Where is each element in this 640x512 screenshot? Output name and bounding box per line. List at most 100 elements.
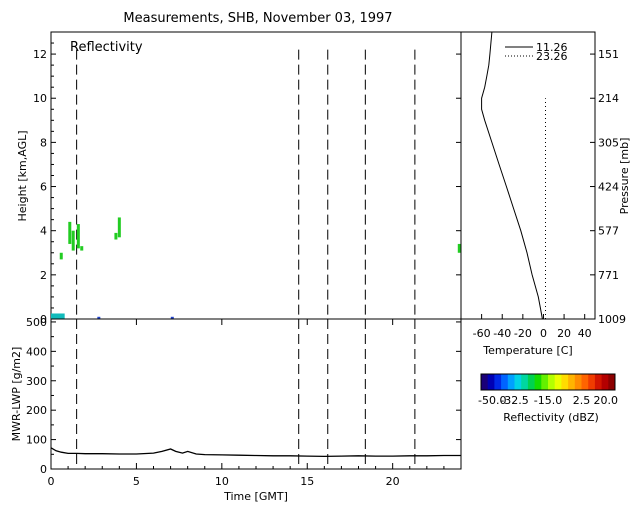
lwp-x-tick-label: 5 [133,475,140,488]
sounding-pressure-tick-label: 424 [598,181,619,194]
lwp-x-tick-label: 10 [215,475,229,488]
sounding-x-tick-label: 20 [557,327,571,340]
reflectivity-surface-echo [51,313,65,319]
colorbar-cell [608,374,616,390]
lwp-x-axis: 0 5 10 15 20 [48,319,445,488]
colorbar-frame [480,373,616,391]
reflectivity-echo [457,243,461,253]
reflectivity-echo [68,221,72,244]
colorbar-cell [534,374,542,390]
lwp-y-tick-label: 100 [26,434,47,447]
reflectivity-y-tick-label: 0 [40,313,47,326]
lwp-y-tick-label: 0 [40,463,47,476]
reflectivity-y-tick-label: 4 [40,225,47,238]
lwp-y-tick-label: 300 [26,375,47,388]
figure-title: Measurements, SHB, November 03, 1997 [123,11,392,26]
sounding-pressure-tick-label: 771 [598,269,619,282]
sounding-x-axis: -60 -40 -20 0 20 40 [473,314,592,340]
colorbar-cell [554,374,562,390]
legend-entry-1: 11.26 [536,41,568,54]
legend-entry-2: 23.26 [536,50,568,63]
lwp-y-tick-label: 500 [26,316,47,329]
reflectivity-echo [97,316,101,319]
colorbar-cell [561,374,569,390]
colorbar-cell [588,374,596,390]
colorbar-tick-label: -50.0 [478,394,506,407]
reflectivity-echo [59,252,63,260]
reflectivity-echo [76,224,80,249]
sounding-pressure-tick-label: 214 [598,92,619,105]
reflectivity-y-tick-label: 6 [40,181,47,194]
reflectivity-echo [117,217,121,238]
reflectivity-echo [170,316,174,319]
lwp-x-tick-label: 20 [386,475,400,488]
reflectivity-panel: Reflectivity Height [km,AGL] 0 2 4 6 8 10 12 [16,31,462,326]
colorbar-tick-labels: -50.0-32.5 -15.0 2.5 20.0 [478,394,618,407]
sounding-x-tick-label: -20 [514,327,532,340]
lwp-x-axis-title: Time [GMT] [223,490,288,503]
reflectivity-echo [114,232,118,240]
sounding-x-tick-label: 0 [540,327,547,340]
sounding-panel: Temperature [C] Pressure [mb] -60 -40 -20 0… [460,31,631,357]
sounding-pressure-tick-label: 577 [598,225,619,238]
colorbar-cells [481,374,616,390]
reflectivity-echo [71,230,75,251]
sounding-x-axis-title: Temperature [C] [482,344,572,357]
lwp-y-axis: 0 100 200 300 400 500 [26,316,461,476]
sounding-pressure-tick-label: 305 [598,136,619,149]
sounding-x-tick-label: -40 [493,327,511,340]
lwp-x-tick-label: 0 [48,475,55,488]
colorbar-cell [527,374,535,390]
colorbar-cell [594,374,602,390]
colorbar-cell [568,374,576,390]
sounding-y-axis-title: Pressure [mb] [618,138,631,215]
reflectivity-plot-frame [50,31,462,320]
colorbar-cell [541,374,549,390]
colorbar-tick-label: -32.5 [500,394,528,407]
lwp-y-tick-label: 200 [26,404,47,417]
lwp-y-axis-title: MWR-LWP [g/m2] [10,347,23,442]
colorbar-cell [494,374,502,390]
colorbar-tick-label: 20.0 [594,394,619,407]
colorbar-cell [487,374,495,390]
sounding-plot-frame [460,31,596,320]
reflectivity-y-axis-title: Height [km,AGL] [16,130,29,221]
reflectivity-panel-label: Reflectivity [70,40,143,55]
lwp-series [50,447,461,458]
colorbar-tick-label: -15.0 [534,394,562,407]
lwp-x-tick-label: 15 [300,475,314,488]
colorbar-title: Reflectivity (dBZ) [503,411,599,424]
reflectivity-sounding-lines [76,49,416,319]
lwp-panel: MWR-LWP [g/m2] Time [GMT] 01002003004005… [10,316,462,503]
colorbar-cell [574,374,582,390]
sounding-x-tick-label: 40 [578,327,592,340]
reflectivity-echo [80,246,84,251]
colorbar-cell [501,374,509,390]
sounding-pressure-tick-label: 151 [598,48,619,61]
colorbar-cell [548,374,556,390]
lwp-plot-frame [50,318,462,470]
sounding-series-1 [481,31,543,320]
sounding-pressure-axis: 1009 771 577 424 305 214 151 [590,48,626,326]
reflectivity-y-tick-label: 2 [40,269,47,282]
sounding-pressure-tick-label: 1009 [598,313,626,326]
colorbar-cell [507,374,515,390]
lwp-sounding-lines [76,319,416,469]
lwp-y-tick-label: 400 [26,345,47,358]
reflectivity-y-tick-label: 10 [33,92,47,105]
reflectivity-echoes [51,217,461,319]
colorbar-tick-label: 2.5 [573,394,591,407]
colorbar-cell [581,374,589,390]
reflectivity-colorbar: -50.0-32.5 -15.0 2.5 20.0 Reflectivity (dBZ… [478,373,618,424]
reflectivity-y-axis: 0 2 4 6 8 10 12 [33,31,461,326]
colorbar-cell [481,374,489,390]
sounding-x-tick-label: -60 [473,327,491,340]
colorbar-cell [601,374,609,390]
colorbar-cell [514,374,522,390]
reflectivity-y-tick-label: 8 [40,136,47,149]
sounding-legend: 11.26 23.26 [505,41,568,63]
lwp-line [50,447,461,458]
reflectivity-y-tick-label: 12 [33,48,47,61]
sounding-profiles [481,31,546,320]
